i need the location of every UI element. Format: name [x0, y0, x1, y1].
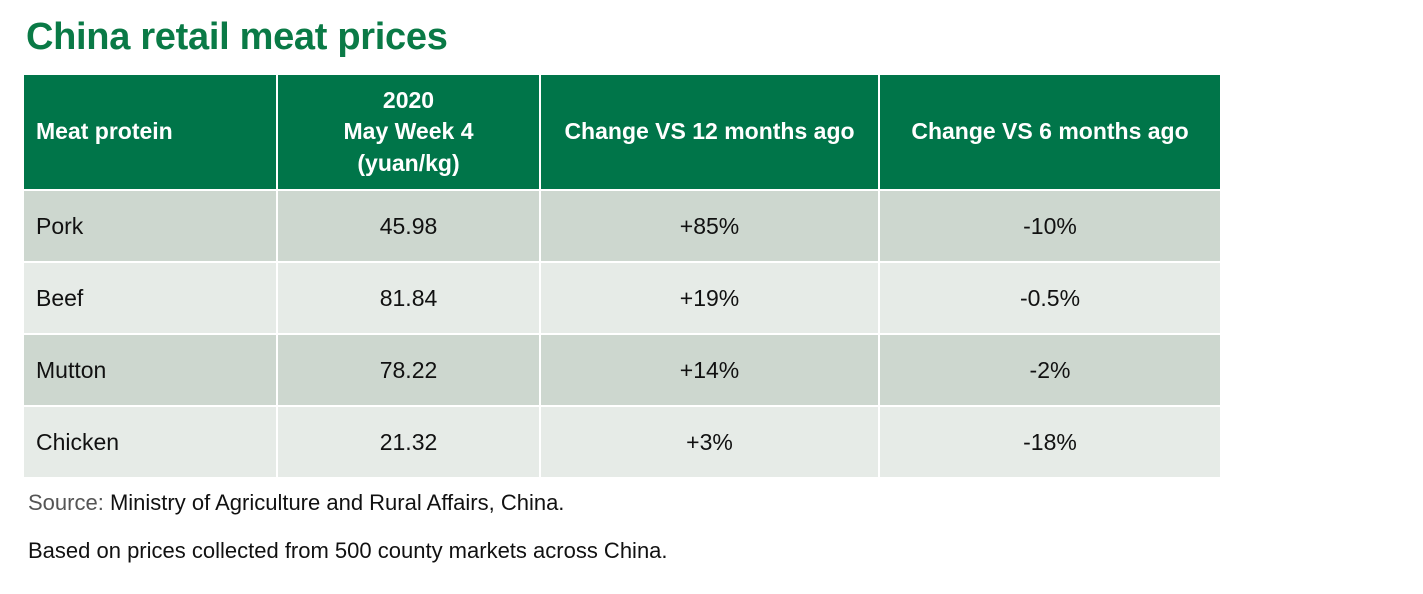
table-row: Mutton 78.22 +14% -2% — [22, 333, 1222, 407]
page-title: China retail meat prices — [26, 16, 448, 58]
column-header-change-12m: Change VS 12 months ago — [539, 73, 880, 191]
price-cell: 21.32 — [276, 405, 541, 479]
column-header-line: Meat protein — [36, 118, 173, 145]
meat-cell: Chicken — [22, 405, 278, 479]
change-6m-cell: -0.5% — [878, 261, 1222, 335]
table-row: Beef 81.84 +19% -0.5% — [22, 261, 1222, 335]
change-6m-cell: -2% — [878, 333, 1222, 407]
meat-cell: Mutton — [22, 333, 278, 407]
source-label: Source: — [28, 490, 104, 515]
column-header-line: Change VS 12 months ago — [564, 118, 855, 145]
methodology-note: Based on prices collected from 500 count… — [28, 538, 668, 563]
column-header-line: May Week 4 — [343, 118, 474, 145]
table-header-row: Meat protein 2020 May Week 4 (yuan/kg) C… — [22, 73, 1222, 191]
change-12m-cell: +3% — [539, 405, 880, 479]
change-12m-cell: +19% — [539, 261, 880, 335]
change-12m-cell: +14% — [539, 333, 880, 407]
column-header-line: Change VS 6 months ago — [911, 118, 1189, 145]
column-header-change-6m: Change VS 6 months ago — [878, 73, 1222, 191]
column-header-meat-protein: Meat protein — [22, 73, 278, 191]
price-cell: 81.84 — [276, 261, 541, 335]
change-6m-cell: -10% — [878, 189, 1222, 263]
table-row: Pork 45.98 +85% -10% — [22, 189, 1222, 263]
change-6m-cell: -18% — [878, 405, 1222, 479]
source-note: Source: Ministry of Agriculture and Rura… — [28, 490, 564, 516]
column-header-line: (yuan/kg) — [357, 149, 460, 176]
source-text: Ministry of Agriculture and Rural Affair… — [109, 490, 565, 515]
table-row: Chicken 21.32 +3% -18% — [22, 405, 1222, 479]
meat-cell: Pork — [22, 189, 278, 263]
meat-cell: Beef — [22, 261, 278, 335]
price-cell: 78.22 — [276, 333, 541, 407]
column-header-price: 2020 May Week 4 (yuan/kg) — [276, 73, 541, 191]
meat-prices-table: Meat protein 2020 May Week 4 (yuan/kg) C… — [22, 73, 1222, 479]
price-cell: 45.98 — [276, 189, 541, 263]
column-header-line: 2020 — [382, 87, 435, 114]
change-12m-cell: +85% — [539, 189, 880, 263]
